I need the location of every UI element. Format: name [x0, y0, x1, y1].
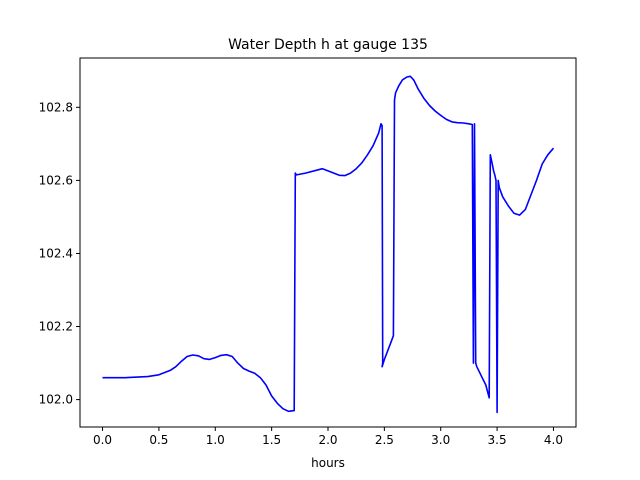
x-tick-label: 3.0 — [431, 433, 450, 447]
chart-title: Water Depth h at gauge 135 — [228, 37, 428, 53]
y-tick-label: 102.4 — [39, 246, 73, 260]
x-tick-label: 0.5 — [149, 433, 168, 447]
series-layer — [102, 75, 555, 414]
x-tick-label: 1.5 — [262, 433, 281, 447]
y-axis: 102.0 102.2 102.4 102.6 102.8 — [39, 100, 80, 407]
x-tick-label: 4.0 — [544, 433, 563, 447]
y-tick-label: 102.2 — [39, 320, 73, 334]
x-tick-label: 1.0 — [206, 433, 225, 447]
series-line — [102, 75, 555, 414]
x-axis: 0.0 0.5 1.0 1.5 2.0 2.5 3.0 3.5 4.0 — [93, 427, 563, 447]
x-axis-label: hours — [311, 456, 345, 470]
x-tick-label: 2.0 — [318, 433, 337, 447]
y-tick-label: 102.6 — [39, 173, 73, 187]
x-tick-label: 2.5 — [375, 433, 394, 447]
x-tick-label: 0.0 — [93, 433, 112, 447]
y-tick-label: 102.0 — [39, 393, 73, 407]
y-tick-label: 102.8 — [39, 100, 73, 114]
x-tick-label: 3.5 — [488, 433, 507, 447]
